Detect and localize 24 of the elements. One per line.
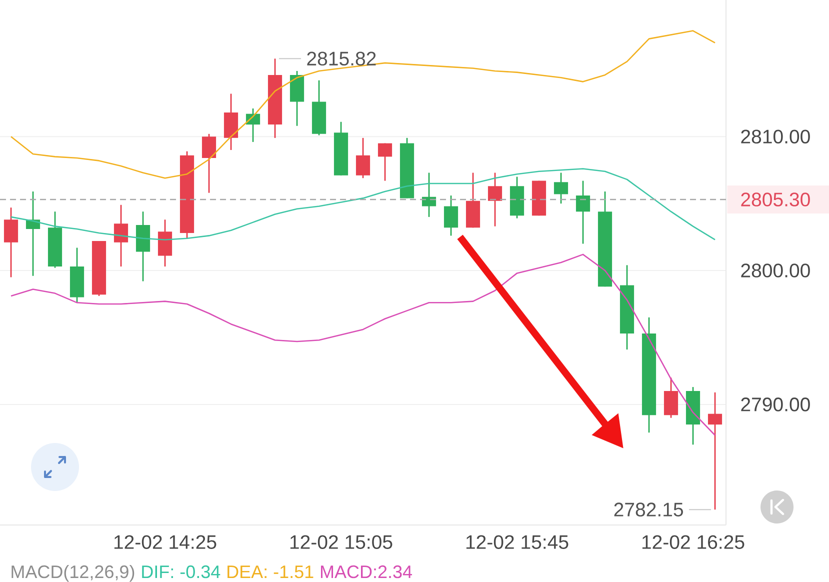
candlestick [378,142,392,182]
annotation: 2782.15 [614,502,683,516]
y-tick-label: 2810.00 [741,130,810,144]
candlestick [4,206,18,278]
x-tick-label: 12-02 15:05 [290,535,392,549]
annotation: 2815.82 [307,52,376,66]
x-tick-label: 12-02 15:45 [466,535,568,549]
candlestick [708,392,722,510]
candlestick [202,133,216,194]
candlestick [356,137,370,179]
text: MACD:2.34 [320,565,412,578]
candlestick [444,194,458,236]
candlestick [576,180,590,244]
candlestick [554,172,568,204]
x-tick-label: 12-02 14:25 [114,535,216,549]
y-tick-label: 2800.00 [741,264,810,278]
candlestick [488,172,502,228]
y-tick-label: 2790.00 [741,398,810,412]
x-tick-label: 12-02 16:25 [642,535,744,549]
candlestick [114,204,128,268]
text: DIF: -0.34 [142,565,220,578]
ref-line-label: 2805.30 [741,192,810,206]
text: DEA: -1.51 [228,566,314,578]
text: MACD(12,26,9) [12,564,134,582]
